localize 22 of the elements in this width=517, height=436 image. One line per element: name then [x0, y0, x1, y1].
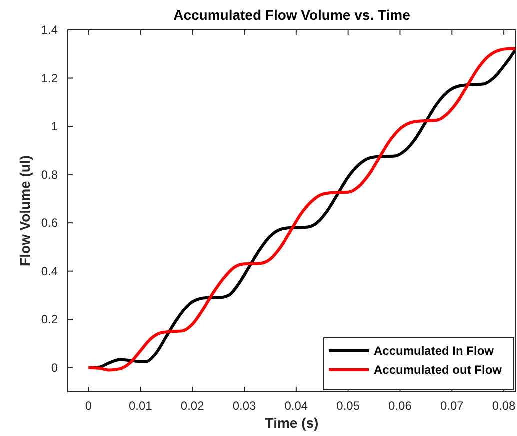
legend-label: Accumulated out Flow: [374, 363, 503, 377]
y-tick-label: 0.4: [41, 264, 58, 278]
x-tick-label: 0: [85, 399, 92, 413]
y-tick-label: 0.6: [41, 216, 58, 230]
x-tick-label: 0.02: [180, 399, 205, 413]
x-tick-label: 0.03: [232, 399, 257, 413]
legend-label: Accumulated In Flow: [374, 344, 495, 358]
x-tick-label: 0.05: [336, 399, 360, 413]
x-tick-label: 0.08: [492, 399, 516, 413]
y-tick-label: 1: [51, 120, 58, 134]
y-tick-label: 0.2: [41, 312, 58, 327]
y-tick-label: 0: [51, 360, 58, 375]
x-tick-label: 0.04: [284, 399, 308, 413]
x-tick-label: 0.01: [128, 399, 153, 413]
chart-title: Accumulated Flow Volume vs. Time: [174, 7, 411, 23]
x-axis-title: Time (s): [265, 415, 319, 431]
x-tick-label: 0.06: [388, 399, 412, 413]
y-tick-label: 1.2: [41, 71, 58, 86]
y-axis-title: Flow Volume (ul): [17, 156, 33, 266]
y-tick-label: 0.8: [41, 168, 58, 182]
y-tick-label: 1.4: [41, 23, 58, 37]
x-tick-label: 0.07: [440, 399, 464, 413]
